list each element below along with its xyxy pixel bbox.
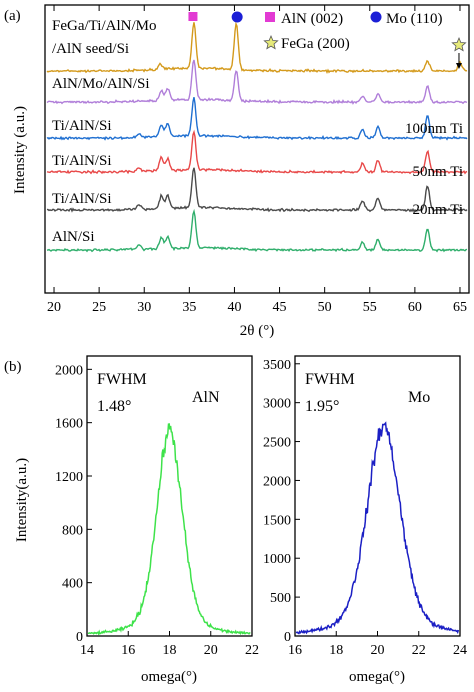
rc-y-tick-label: 1200	[55, 470, 83, 485]
rc-x-tick-label: 18	[329, 643, 343, 658]
mo-panel-title: Mo	[408, 389, 430, 406]
legend-square-marker	[265, 12, 275, 22]
rc-y-tick-label: 0	[76, 630, 83, 645]
rc-y-tick-label: 0	[284, 630, 291, 645]
rc-y-tick-label: 3000	[263, 397, 291, 412]
rc-x-tick-label: 22	[412, 643, 426, 658]
xrd-series-line	[46, 21, 468, 74]
xrd-series-line	[46, 167, 468, 213]
xrd-x-tick-label: 50	[318, 300, 332, 315]
xrd-series-name: Ti/AlN/Si	[52, 153, 111, 169]
xrd-series-line	[46, 59, 468, 105]
mo-fwhm-value: 1.95°	[305, 398, 339, 415]
fega-peak-marker	[451, 36, 467, 52]
rc-y-tick-label: 2500	[263, 436, 291, 451]
rc-x-tick-label: 24	[453, 643, 467, 658]
xrd-x-tick-label: 20	[47, 300, 61, 315]
rc-y-tick-label: 2000	[55, 363, 83, 378]
xrd-peak-markers	[188, 11, 467, 69]
legend-circle-marker	[370, 11, 382, 23]
xrd-x-tick-label: 40	[227, 300, 241, 315]
panel-label-b: (b)	[4, 359, 22, 375]
xrd-x-tick-label: 65	[453, 300, 467, 315]
xrd-ti-thickness-label: 20nm Ti	[413, 202, 463, 218]
legend-aln-label: AlN (002)	[281, 11, 343, 27]
xrd-curves	[46, 21, 468, 253]
xrd-x-tick-label: 45	[273, 300, 287, 315]
rc-y-tick-label: 1500	[263, 513, 291, 528]
xrd-x-tick-label: 55	[363, 300, 377, 315]
xrd-x-tick-label: 30	[137, 300, 151, 315]
xrd-x-tick-label: 60	[408, 300, 422, 315]
aln-rocking-curve-panel: 14 16 18 20 22 0 400 800 1200 1600 2000 FWHM 1.48°…	[14, 355, 259, 685]
xrd-series-name: Ti/AlN/Si	[52, 191, 111, 207]
mo-rocking-curve	[295, 421, 460, 635]
rc-y-tick-label: 500	[270, 591, 291, 606]
xrd-series-line	[47, 208, 468, 253]
aln-ticks: 14 16 18 20 22 0 400 800 1200 1600 2000	[55, 363, 259, 658]
rc-y-tick-label: 2000	[263, 474, 291, 489]
mo-ticks: 16 18 20 22 24 0 500 1000 1500 2000 2500 3000 3500	[263, 358, 467, 658]
rc-y-tick-label: 1600	[55, 417, 83, 432]
aln-fwhm-label: FWHM	[97, 371, 147, 388]
mo-x-axis-label: omega(°)	[349, 669, 405, 685]
xrd-series-line	[46, 97, 468, 141]
rc-y-tick-label: 800	[62, 523, 83, 538]
rc-x-tick-label: 14	[80, 643, 94, 658]
xrd-x-axis-label: 2θ (°)	[240, 323, 274, 339]
aln-panel-title: AlN	[192, 389, 220, 406]
xrd-series-line	[46, 129, 468, 175]
xrd-series-labels: FeGa/Ti/AlN/Mo AlN/Mo/AlN/Si Ti/AlN/Si Ti/A…	[52, 18, 463, 245]
xrd-series-name: AlN/Si	[52, 229, 95, 245]
xrd-series-name: AlN/Mo/AlN/Si	[52, 76, 150, 92]
rc-x-tick-label: 18	[163, 643, 177, 658]
legend-mo-label: Mo (110)	[386, 11, 443, 27]
xrd-y-axis-label: Intensity (a.u.)	[12, 106, 28, 194]
xrd-x-tick-label: 25	[92, 300, 106, 315]
xrd-ti-thickness-label: 100nm Ti	[405, 121, 463, 137]
aln-peak-marker	[188, 12, 198, 21]
xrd-x-ticks: 20 25 30 35 40 45 50 55 60 65	[47, 5, 467, 315]
xrd-legend: AlN (002) Mo (110) FeGa (200)	[263, 11, 443, 52]
legend-star-marker	[263, 34, 279, 50]
mo-fwhm-label: FWHM	[305, 371, 355, 388]
mo-rocking-curve-panel: 16 18 20 22 24 0 500 1000 1500 2000 2500 3000 3500 F…	[263, 355, 467, 685]
rc-x-tick-label: 20	[371, 643, 385, 658]
aln-x-axis-label: omega(°)	[141, 669, 197, 685]
rc-x-tick-label: 20	[204, 643, 218, 658]
aln-rocking-curve	[87, 423, 251, 636]
rc-x-tick-label: 16	[121, 643, 135, 658]
fega-arrow-head	[455, 63, 462, 69]
rc-x-tick-label: 22	[245, 643, 259, 658]
xrd-panel: (a) 20 25 30 35 40 45 50 55 60 65 FeGa/Ti/AlN/Mo A…	[4, 4, 470, 339]
xrd-ti-thickness-label: 50nm Ti	[413, 164, 463, 180]
xrd-plot-frame	[44, 4, 470, 294]
aln-fwhm-value: 1.48°	[97, 398, 131, 415]
xrd-series-name: FeGa/Ti/AlN/Mo	[52, 18, 156, 34]
xrd-series-name: Ti/AlN/Si	[52, 118, 111, 134]
rc-y-tick-label: 3500	[263, 358, 291, 373]
rc-y-tick-label: 400	[62, 577, 83, 592]
panel-label-a: (a)	[4, 8, 21, 24]
rc-x-tick-label: 16	[288, 643, 302, 658]
xrd-series-name-line2: /AlN seed/Si	[52, 41, 129, 57]
aln-y-axis-label: Intensity(a.u.)	[14, 458, 30, 542]
mo-peak-marker	[231, 11, 243, 23]
xrd-x-tick-label: 35	[182, 300, 196, 315]
legend-fega-label: FeGa (200)	[281, 36, 350, 52]
rc-y-tick-label: 1000	[263, 552, 291, 567]
